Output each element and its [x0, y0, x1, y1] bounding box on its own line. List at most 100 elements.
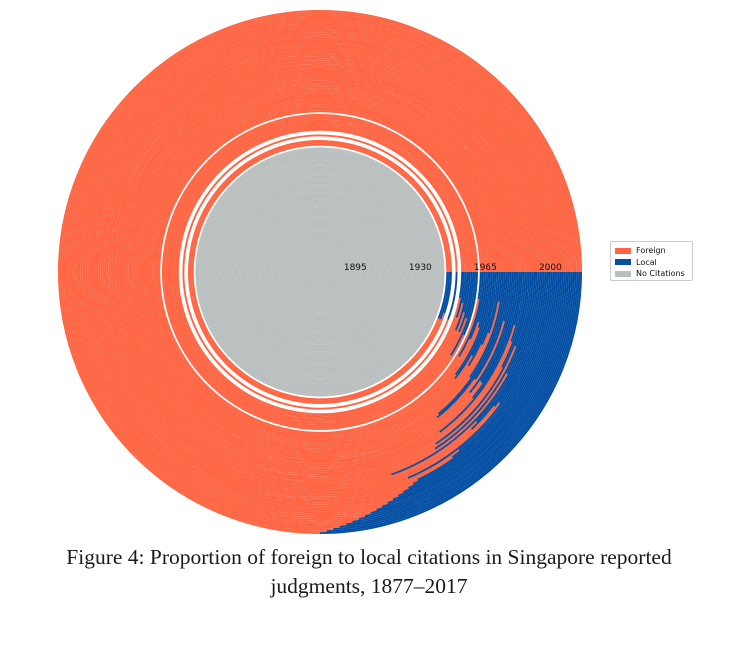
ring-no-citations-1911	[254, 206, 386, 338]
ring-no-citations-1905	[266, 218, 374, 326]
radial-tick-layer: 1895 1930 1965 2000	[344, 263, 562, 273]
ring-foreign-1996	[97, 49, 543, 495]
ring-no-citations-1896	[282, 234, 358, 310]
ring-foreign-2011	[69, 21, 571, 523]
ring-foreign-1991	[106, 58, 534, 486]
ring-foreign-1979	[128, 80, 512, 464]
ring-foreign-1974	[137, 89, 503, 455]
ring-foreign-1987	[113, 65, 527, 479]
ring-no-citations-1901	[273, 225, 367, 319]
ring-local-1997	[407, 271, 545, 479]
ring-foreign-1963	[158, 110, 482, 434]
legend-item-no-citations: No Citations	[615, 268, 688, 280]
ring-no-citations-1923	[232, 184, 408, 360]
ring-no-citations-1930	[219, 171, 421, 373]
ring-local-2002	[407, 271, 555, 489]
ring-foreign-2013	[65, 17, 575, 527]
ring-foreign-2006	[78, 30, 562, 514]
ring-local-2005	[392, 271, 560, 501]
ring-foreign-1971	[143, 95, 497, 449]
ring-local-1977	[436, 271, 508, 419]
ring-no-citations-1908	[260, 212, 380, 332]
ring-no-citations-1907	[262, 214, 378, 330]
ring-local-1993	[475, 271, 538, 423]
ring-local-1973	[487, 271, 501, 334]
ring-local-1988	[435, 271, 529, 445]
ring-local-1995	[493, 271, 542, 407]
ring-local-1974	[497, 271, 503, 302]
ring-foreign-1960	[163, 115, 477, 429]
ring-no-citations-1886	[301, 253, 339, 291]
ring-no-citations-1925	[228, 180, 412, 364]
ring-local-2013	[346, 271, 575, 526]
ring-no-citations-1883	[306, 258, 334, 286]
ring-foreign-1975	[136, 88, 504, 456]
ring-local-2006	[387, 271, 562, 504]
ring-no-citations-1898	[279, 231, 361, 313]
ring-local-1956	[454, 271, 469, 331]
ring-no-citations-1909	[258, 210, 382, 334]
ring-no-citations-1882	[308, 260, 332, 284]
ring-foreign-1968	[149, 101, 491, 443]
ring-foreign-2007	[76, 28, 564, 516]
ring-no-citations-1892	[290, 242, 350, 302]
ring-foreign-1985	[117, 69, 523, 475]
legend-label-local: Local	[636, 257, 657, 267]
ring-foreign-2000	[89, 41, 551, 503]
ring-foreign-1961	[162, 114, 478, 430]
ring-foreign-1973	[139, 91, 501, 453]
ring-no-citations-1942	[197, 149, 443, 395]
ring-foreign-1992	[104, 56, 536, 488]
ring-local-1953	[458, 271, 464, 298]
ring-no-citations-1939	[202, 154, 438, 390]
ring-local-1975	[469, 271, 504, 378]
ring-no-citations-1935	[210, 162, 430, 382]
ring-no-citations-1899	[277, 229, 363, 315]
ring-no-citations-1900	[275, 227, 365, 317]
ring-local-2015	[333, 271, 579, 530]
ring-no-citations-1890	[293, 245, 347, 299]
ring-local-1992	[391, 271, 536, 476]
radial-tick-label-1965: 1965	[474, 263, 497, 273]
ring-local-1967	[477, 271, 490, 329]
ring-foreign-1954	[175, 127, 465, 417]
ring-no-citations-1889	[295, 247, 345, 297]
ring-local-1980	[468, 271, 514, 394]
ring-foreign-1981	[124, 76, 516, 468]
ring-foreign-1969	[147, 99, 493, 445]
radial-citation-chart: 1895 1930 1965 2000	[58, 10, 583, 535]
ring-local-1972	[481, 271, 499, 346]
ring-foreign-1955	[173, 125, 467, 419]
ring-no-citations-1929	[221, 173, 419, 371]
ring-local-1958	[458, 271, 473, 333]
ring-foreign-2017	[58, 10, 583, 535]
ring-no-citations-1943	[195, 147, 445, 397]
ring-local-1957	[463, 271, 471, 313]
ring-local-1969	[454, 271, 493, 380]
ring-foreign-1956	[171, 123, 469, 421]
ring-foreign-1946	[189, 141, 451, 403]
ring-foreign-1970	[145, 97, 495, 447]
ring-local-1964	[457, 271, 484, 358]
ring-foreign-2010	[71, 22, 570, 521]
ring-local-1963	[477, 271, 482, 300]
ring-foreign-1945	[191, 143, 449, 401]
ring-no-citations-1912	[253, 205, 387, 339]
ring-local-1945	[437, 271, 449, 319]
ring-foreign-1972	[141, 93, 499, 451]
ring-foreign-2001	[87, 39, 553, 505]
ring-no-citations-1877	[318, 270, 322, 274]
ring-no-citations-1924	[230, 182, 410, 362]
ring-foreign-1982	[123, 75, 517, 469]
ring-no-citations-1926	[227, 179, 413, 365]
ring-local-1984	[439, 271, 521, 433]
ring-no-citations-1934	[212, 164, 428, 380]
ring-local-2012	[352, 271, 573, 523]
ring-local-1970	[471, 271, 495, 357]
ring-local-2007	[381, 271, 564, 508]
ring-local-1982	[480, 271, 517, 384]
ring-no-citations-1932	[215, 167, 425, 377]
ring-no-citations-1891	[292, 244, 348, 300]
ring-foreign-1965	[154, 106, 486, 438]
ring-foreign-2009	[72, 24, 568, 520]
